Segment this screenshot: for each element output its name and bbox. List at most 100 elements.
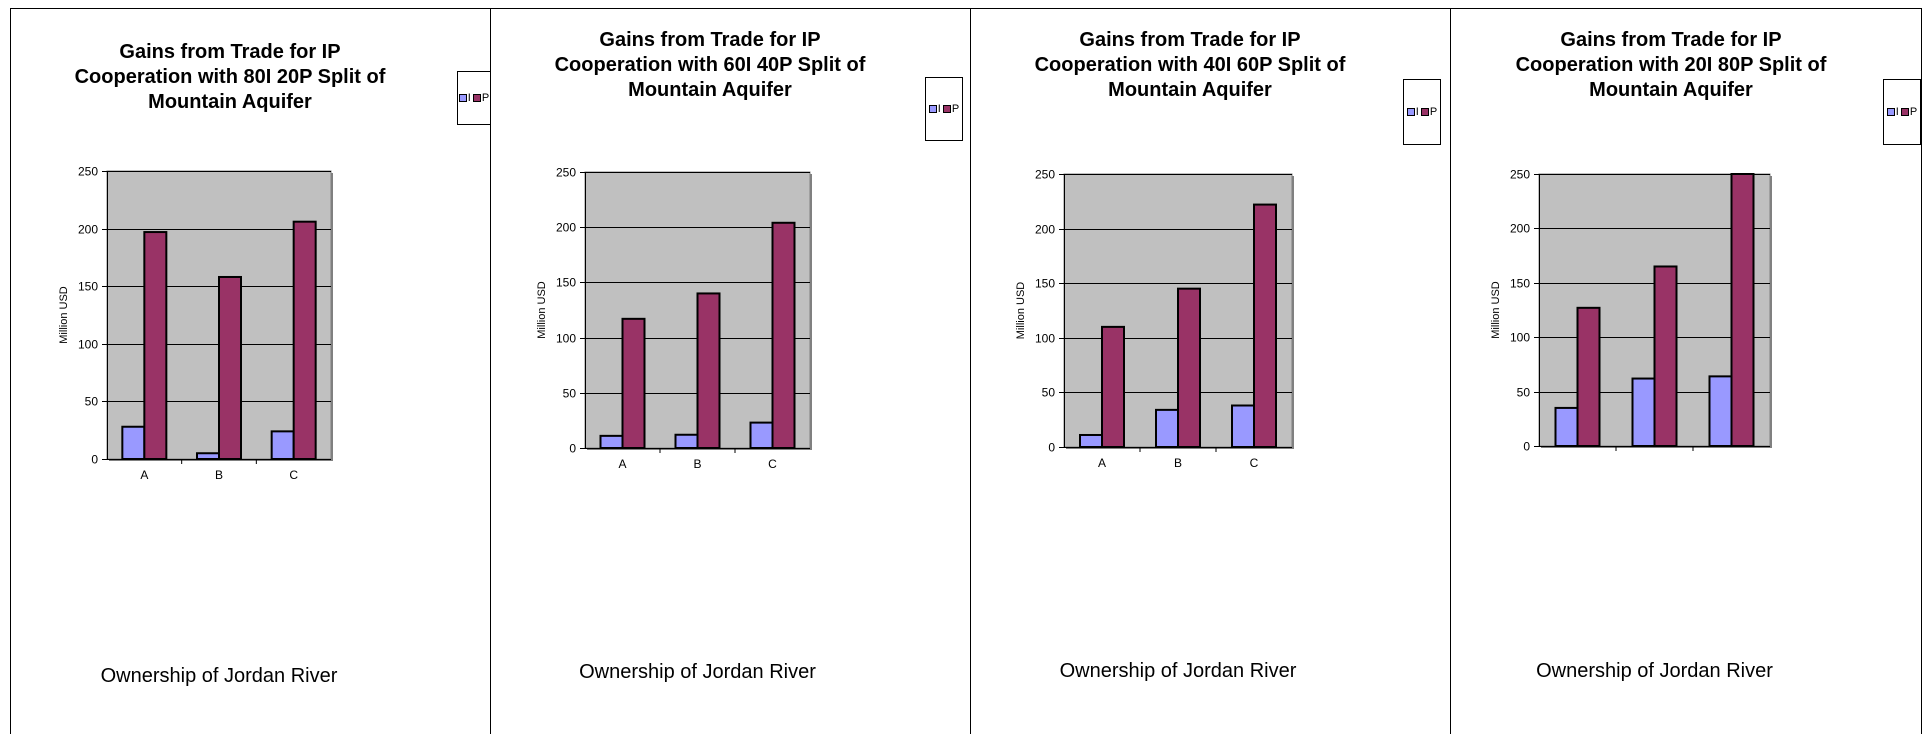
y-tick-label-200: 200 xyxy=(556,221,576,235)
bar-P-A xyxy=(143,231,168,460)
y-tick-label-50: 50 xyxy=(563,387,577,401)
chart-title: Gains from Trade for IP Cooperation with… xyxy=(74,41,386,113)
legend-label-P: P xyxy=(951,102,960,115)
chart-panel-2: Gains from Trade for IP Cooperation with… xyxy=(490,8,970,734)
bar-I-B xyxy=(674,433,699,450)
y-tick-label-0: 0 xyxy=(569,442,576,456)
bar-P-B xyxy=(696,292,721,449)
y-tick-label-50: 50 xyxy=(1517,386,1531,400)
legend-swatch-I xyxy=(1406,108,1415,116)
bar-P-C xyxy=(1253,203,1277,448)
bar-I-B xyxy=(196,452,220,460)
bar-P-A xyxy=(1101,325,1125,449)
bar-I-2 xyxy=(1631,377,1656,448)
legend-label-I: I xyxy=(937,102,941,115)
legend-swatch-I xyxy=(1886,108,1895,116)
y-tick-label-200: 200 xyxy=(1510,222,1530,236)
bar-I-C xyxy=(1231,404,1255,448)
y-tick-label-100: 100 xyxy=(1035,332,1055,346)
y-tick-label-50: 50 xyxy=(85,395,99,409)
x-axis-title: Ownership of Jordan River xyxy=(579,661,816,683)
chart-panel-1: Gains from Trade for IP Cooperation with… xyxy=(10,8,491,734)
legend-label-I: I xyxy=(1895,105,1899,118)
y-tick-label-100: 100 xyxy=(556,332,576,346)
legend-entry-P: P xyxy=(942,102,960,115)
y-tick-label-200: 200 xyxy=(78,223,98,237)
y-tick-label-0: 0 xyxy=(1048,441,1055,455)
y-tick-label-150: 150 xyxy=(556,276,576,290)
legend-swatch-P xyxy=(472,94,481,102)
y-axis-title: Million USD xyxy=(536,281,548,339)
chart-panel-3: Gains from Trade for IP Cooperation with… xyxy=(970,8,1450,734)
bar-P-A xyxy=(621,317,646,449)
bar-P-3 xyxy=(1730,173,1755,447)
legend-entry-I: I xyxy=(1406,105,1419,118)
legend-label-P: P xyxy=(1909,105,1918,118)
bar-P-1 xyxy=(1576,306,1601,447)
y-tick-label-0: 0 xyxy=(1523,440,1530,454)
bar-I-C xyxy=(749,421,774,450)
bar-I-B xyxy=(1155,408,1179,449)
outer-border xyxy=(10,8,1922,734)
y-tick-label-250: 250 xyxy=(1510,168,1530,182)
legend-entry-I: I xyxy=(928,102,941,115)
legend-swatch-I xyxy=(928,105,937,113)
legend-label-P: P xyxy=(481,91,490,104)
y-tick-label-250: 250 xyxy=(1035,168,1055,182)
legend-entry-P: P xyxy=(472,91,490,104)
plot-svg: 0 50 100 150 200 250 Million USD A B C xyxy=(1015,168,1294,470)
y-axis-title: Million USD xyxy=(1015,282,1027,340)
y-tick-label-100: 100 xyxy=(1510,331,1530,345)
x-tick-label-A: A xyxy=(140,468,148,482)
y-tick-label-200: 200 xyxy=(1035,223,1055,237)
legend-swatch-P xyxy=(942,105,951,113)
legend-swatch-P xyxy=(1420,108,1429,116)
bar-P-C xyxy=(292,220,317,460)
legend-entry-I: I xyxy=(1886,105,1899,118)
y-tick-label-250: 250 xyxy=(556,166,576,180)
legend-label-P: P xyxy=(1429,105,1438,118)
legend-label-I: I xyxy=(467,91,471,104)
bar-I-A xyxy=(121,425,146,460)
x-tick-label-C: C xyxy=(289,468,298,482)
legend-entry-P: P xyxy=(1420,105,1438,118)
y-tick-label-50: 50 xyxy=(1042,386,1056,400)
bar-P-B xyxy=(1177,287,1201,448)
bar-I-1 xyxy=(1554,406,1579,448)
x-tick-label-A: A xyxy=(1098,456,1106,470)
legend-entry-P: P xyxy=(1900,105,1918,118)
chart-panel-4: Gains from Trade for IP Cooperation with… xyxy=(1450,8,1932,734)
bar-I-3 xyxy=(1708,375,1733,448)
x-tick-label-B: B xyxy=(1174,456,1182,470)
y-tick-label-250: 250 xyxy=(78,165,98,179)
chart-title: Gains from Trade for IP Cooperation with… xyxy=(1515,29,1827,101)
bar-P-C xyxy=(771,221,796,449)
legend-entry-I: I xyxy=(458,91,471,104)
y-tick-label-0: 0 xyxy=(91,453,98,467)
chart-title: Gains from Trade for IP Cooperation with… xyxy=(1034,29,1346,101)
bar-P-2 xyxy=(1653,265,1678,448)
x-tick-label-A: A xyxy=(618,457,626,471)
x-axis-title: Ownership of Jordan River xyxy=(1059,660,1297,682)
x-tick-label-C: C xyxy=(768,457,777,471)
chart-title: Gains from Trade for IP Cooperation with… xyxy=(554,29,866,101)
x-tick-label-B: B xyxy=(215,468,223,482)
x-axis-title: Ownership of Jordan River xyxy=(1536,660,1773,682)
plot-svg: 0 50 100 150 200 250 Million USD A B C xyxy=(58,165,333,482)
bar-I-A xyxy=(1079,433,1103,449)
bar-P-B xyxy=(218,275,242,461)
plot-svg: 0 50 100 150 200 250 Million USD xyxy=(1490,168,1772,454)
y-tick-label-150: 150 xyxy=(1035,277,1055,291)
y-tick-label-100: 100 xyxy=(78,338,98,352)
x-tick-label-C: C xyxy=(1250,456,1259,470)
y-axis-title: Million USD xyxy=(58,286,70,344)
bar-I-C xyxy=(270,430,295,460)
legend-swatch-P xyxy=(1900,108,1909,116)
legend-label-I: I xyxy=(1415,105,1419,118)
